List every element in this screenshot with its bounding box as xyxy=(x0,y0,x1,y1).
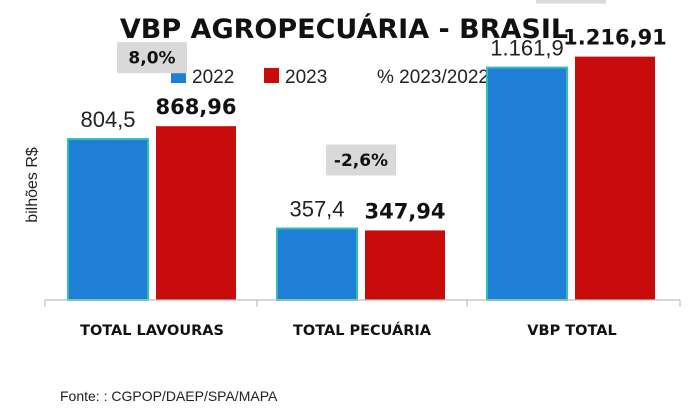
category-labels: TOTAL LAVOURAS TOTAL PECUÁRIA VBP TOTAL xyxy=(44,300,681,339)
legend-swatch-2023 xyxy=(264,68,279,83)
bar-vbp-total-2023 xyxy=(575,56,655,301)
source-note: Fonte: : CGPOP/DAEP/SPA/MAPA xyxy=(60,388,278,404)
chart-title: VBP AGROPECUÁRIA - BRASIL xyxy=(120,13,568,45)
y-axis-label: bilhões R$ xyxy=(24,147,41,223)
legend-label-2023: 2023 xyxy=(285,67,327,88)
bar-lavouras-2023 xyxy=(156,126,236,300)
legend-label-change: % 2023/2022 xyxy=(377,67,489,88)
category-label-vbp-total: VBP TOTAL xyxy=(527,323,616,339)
value-label-pecuaria-2023: 347,94 xyxy=(364,199,445,223)
value-label-lavouras-2023: 868,96 xyxy=(155,95,236,119)
value-label-lavouras-2022: 804,5 xyxy=(80,107,135,132)
change-label-lavouras: 8,0% xyxy=(128,49,175,69)
change-label-pecuaria: -2,6% xyxy=(334,151,388,171)
bar-lavouras-2022 xyxy=(67,138,149,301)
bar-vbp-total-2022 xyxy=(486,66,568,302)
bar-pecuaria-2023 xyxy=(365,230,445,300)
change-box-pecuaria xyxy=(326,144,396,176)
value-label-pecuaria-2022: 357,4 xyxy=(289,197,344,222)
value-label-vbp-total-2022: 1.161,9 xyxy=(490,36,563,61)
category-label-lavouras: TOTAL LAVOURAS xyxy=(80,323,224,339)
legend-label-2022: 2022 xyxy=(192,67,234,88)
category-label-pecuaria: TOTAL PECUÁRIA xyxy=(293,322,432,339)
value-label-vbp-total-2023: 1.216,91 xyxy=(563,26,667,50)
bars xyxy=(67,56,655,302)
change-box-lavouras xyxy=(117,42,187,74)
change-box-vbp-total xyxy=(536,0,606,4)
legend: 2022 2023 % 2023/2022 xyxy=(171,67,489,88)
bar-pecuaria-2022 xyxy=(276,227,358,302)
data-labels: 804,5 868,96 8,0% 357,4 347,94 -2,6% 1.161,9 1.… xyxy=(80,0,667,223)
